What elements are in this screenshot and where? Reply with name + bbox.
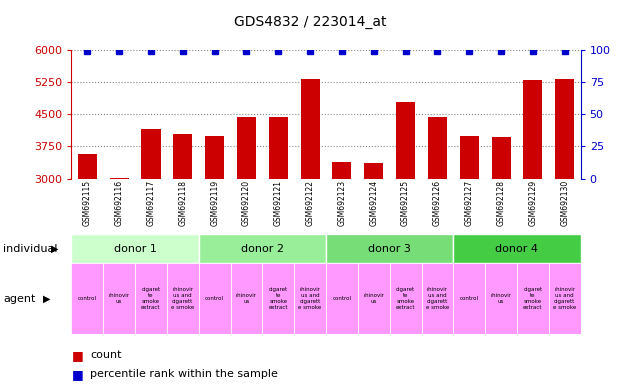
- Bar: [517, 263, 549, 334]
- Text: GSM692118: GSM692118: [178, 180, 188, 226]
- Text: donor 4: donor 4: [496, 243, 538, 254]
- Text: GSM692128: GSM692128: [497, 180, 505, 226]
- Text: GSM692126: GSM692126: [433, 180, 442, 226]
- Bar: [71, 263, 103, 334]
- Bar: [549, 263, 581, 334]
- Bar: [491, 137, 510, 179]
- Bar: [71, 234, 199, 263]
- Text: control: control: [205, 296, 224, 301]
- Bar: [485, 263, 517, 334]
- Text: ■: ■: [71, 368, 83, 381]
- Text: GSM692123: GSM692123: [337, 180, 347, 226]
- Bar: [453, 263, 485, 334]
- Text: ▶: ▶: [51, 243, 58, 254]
- Text: rhinovir
us: rhinovir us: [491, 293, 512, 304]
- Bar: [364, 163, 383, 179]
- Text: cigaret
te
smoke
extract: cigaret te smoke extract: [141, 287, 161, 310]
- Text: individual: individual: [3, 243, 58, 254]
- Text: cigaret
te
smoke
extract: cigaret te smoke extract: [523, 287, 543, 310]
- Text: GDS4832 / 223014_at: GDS4832 / 223014_at: [234, 15, 387, 29]
- Text: GSM692127: GSM692127: [465, 180, 474, 226]
- Text: donor 3: donor 3: [368, 243, 411, 254]
- Bar: [237, 117, 256, 179]
- Text: GSM692115: GSM692115: [83, 180, 92, 226]
- Bar: [78, 154, 97, 179]
- Bar: [103, 263, 135, 334]
- Bar: [332, 162, 351, 179]
- Text: count: count: [90, 350, 122, 360]
- Text: rhinovir
us and
cigarett
e smoke: rhinovir us and cigarett e smoke: [426, 287, 449, 310]
- Text: GSM692119: GSM692119: [210, 180, 219, 226]
- Text: agent: agent: [3, 293, 35, 304]
- Text: percentile rank within the sample: percentile rank within the sample: [90, 369, 278, 379]
- Text: rhinovir
us: rhinovir us: [236, 293, 257, 304]
- Bar: [358, 263, 390, 334]
- Text: ■: ■: [71, 349, 83, 362]
- Bar: [326, 263, 358, 334]
- Text: GSM692122: GSM692122: [306, 180, 315, 226]
- Bar: [460, 136, 479, 179]
- Bar: [205, 136, 224, 179]
- Text: rhinovir
us: rhinovir us: [363, 293, 384, 304]
- Bar: [199, 263, 230, 334]
- Text: donor 2: donor 2: [241, 243, 284, 254]
- Bar: [167, 263, 199, 334]
- Bar: [142, 129, 160, 179]
- Text: GSM692116: GSM692116: [115, 180, 124, 226]
- Text: ▶: ▶: [43, 293, 51, 304]
- Bar: [135, 263, 167, 334]
- Bar: [555, 79, 574, 179]
- Bar: [199, 234, 326, 263]
- Bar: [173, 134, 193, 179]
- Text: rhinovir
us and
cigarett
e smoke: rhinovir us and cigarett e smoke: [299, 287, 322, 310]
- Text: GSM692120: GSM692120: [242, 180, 251, 226]
- Text: GSM692117: GSM692117: [147, 180, 155, 226]
- Bar: [269, 117, 288, 179]
- Bar: [109, 178, 129, 179]
- Text: cigaret
te
smoke
extract: cigaret te smoke extract: [268, 287, 288, 310]
- Text: GSM692121: GSM692121: [274, 180, 283, 226]
- Bar: [422, 263, 453, 334]
- Bar: [262, 263, 294, 334]
- Text: donor 1: donor 1: [114, 243, 156, 254]
- Bar: [428, 117, 447, 179]
- Bar: [326, 234, 453, 263]
- Bar: [301, 79, 320, 179]
- Bar: [390, 263, 422, 334]
- Bar: [524, 80, 542, 179]
- Text: control: control: [78, 296, 97, 301]
- Bar: [230, 263, 262, 334]
- Text: GSM692125: GSM692125: [401, 180, 410, 226]
- Text: GSM692124: GSM692124: [369, 180, 378, 226]
- Text: cigaret
te
smoke
extract: cigaret te smoke extract: [396, 287, 415, 310]
- Text: rhinovir
us: rhinovir us: [109, 293, 130, 304]
- Bar: [294, 263, 326, 334]
- Text: control: control: [460, 296, 479, 301]
- Bar: [453, 234, 581, 263]
- Bar: [396, 102, 415, 179]
- Text: rhinovir
us and
cigarett
e smoke: rhinovir us and cigarett e smoke: [171, 287, 194, 310]
- Text: GSM692130: GSM692130: [560, 180, 569, 227]
- Text: GSM692129: GSM692129: [528, 180, 537, 226]
- Text: control: control: [332, 296, 351, 301]
- Text: rhinovir
us and
cigarett
e smoke: rhinovir us and cigarett e smoke: [553, 287, 576, 310]
